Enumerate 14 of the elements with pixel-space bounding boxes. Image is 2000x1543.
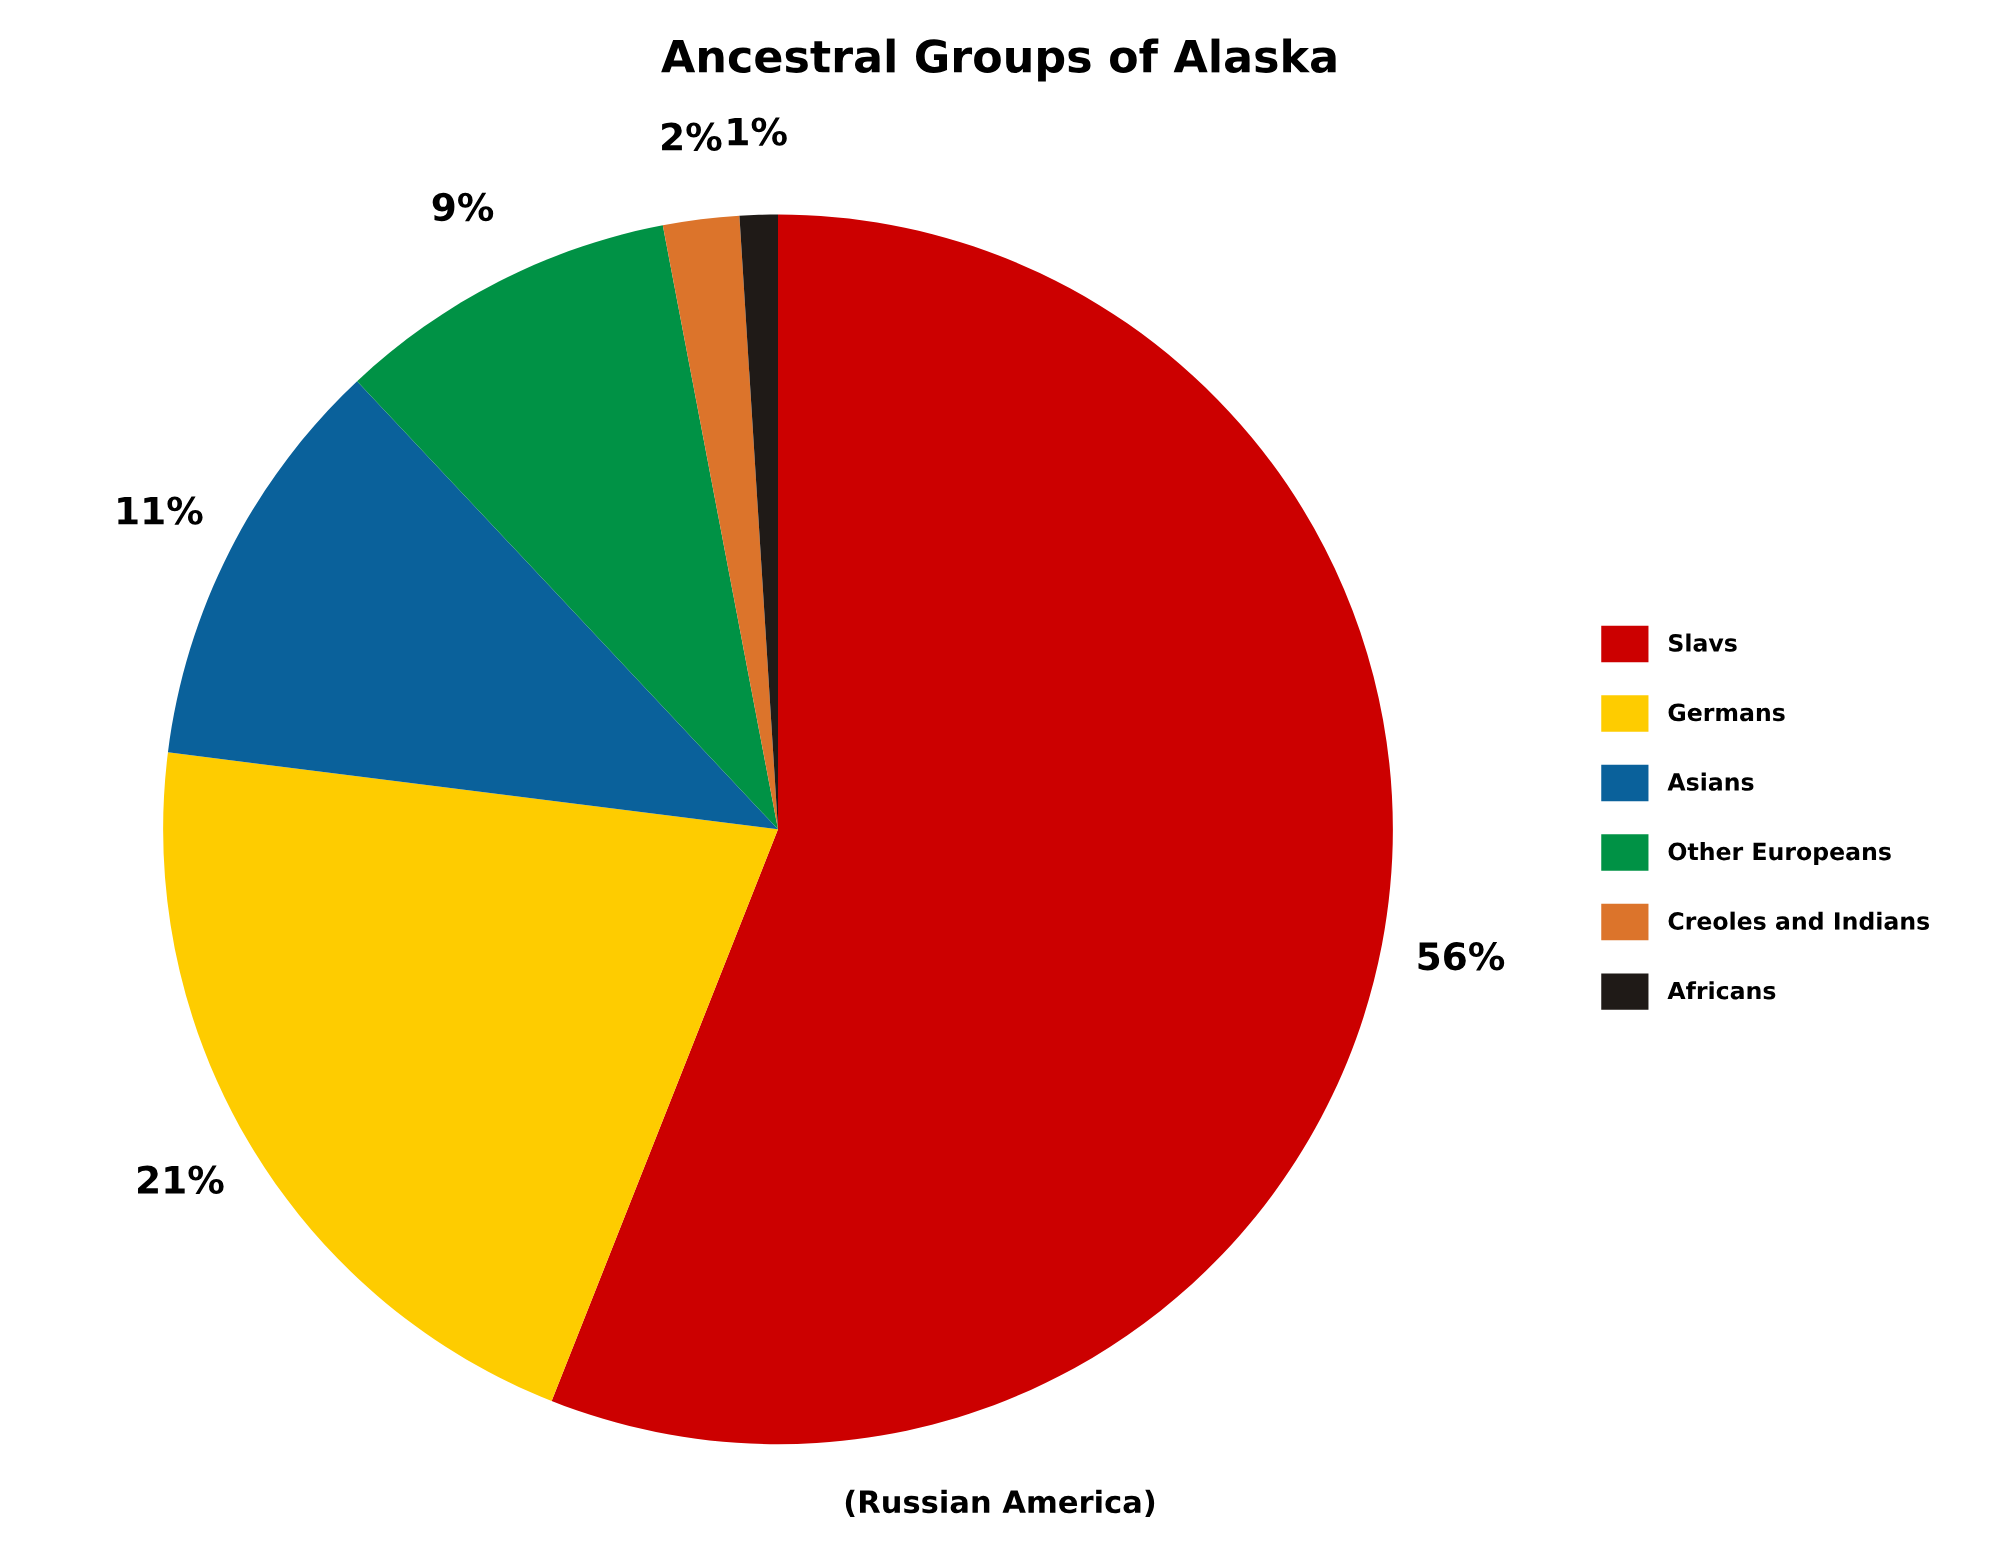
chart-title: Ancestral Groups of Alaska <box>661 38 1336 82</box>
data-label: 11% <box>118 496 203 525</box>
data-label: 21% <box>138 1165 224 1194</box>
legend-label: Creoles and Indians <box>1668 911 1930 930</box>
data-label: 9% <box>432 192 494 222</box>
legend-label: Slavs <box>1669 633 1737 652</box>
legend-label: Africans <box>1667 981 1776 1000</box>
data-label: 1% <box>728 117 787 146</box>
legend-label: Germans <box>1668 703 1785 722</box>
data-label: 2% <box>662 122 722 151</box>
legend-label: Asians <box>1667 772 1754 791</box>
legend-label: Other Europeans <box>1668 842 1891 865</box>
text: (Russian America) <box>845 1489 1155 1517</box>
data-label: 56% <box>1418 942 1505 971</box>
